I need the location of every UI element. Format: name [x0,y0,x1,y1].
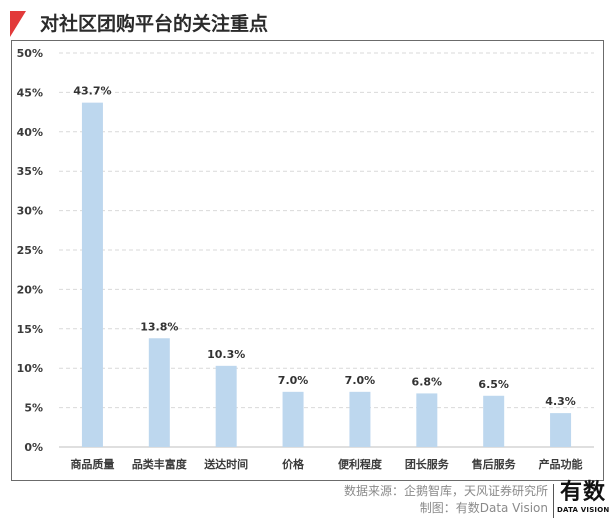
y-tick-label: 20% [17,283,43,296]
bar [349,391,371,447]
bar [81,102,103,448]
category-label: 送达时间 [203,457,248,471]
y-tick-label: 40% [17,126,43,139]
y-tick-label: 35% [17,165,43,178]
bar-value-label: 6.8% [412,375,443,388]
brand-logo: 有数 DATA VISION [557,480,609,520]
title-bar: 对社区团购平台的关注重点 [10,8,490,38]
bar [148,338,170,447]
bar-value-label: 43.7% [73,85,111,98]
footer-divider [553,484,554,518]
credit-text: 制图：有数Data Vision [419,501,548,515]
chart-frame: 0% 5% 10% 15% 20% 25% 30% 35% 40% 45% 50% 43.7% 商品质量… [11,40,604,481]
category-label: 团长服务 [405,457,450,471]
bar-value-label: 6.5% [478,378,509,391]
footer: 数据来源：企鹅智库，天风证券研究所 制图：有数Data Vision [290,483,548,517]
y-tick-label: 10% [17,362,43,375]
bar [550,413,572,447]
bar [282,391,304,447]
category-label: 品类丰富度 [132,457,188,471]
bar-value-label: 4.3% [545,395,576,408]
bar-chart: 0% 5% 10% 15% 20% 25% 30% 35% 40% 45% 50% 43.7% 商品质量… [17,47,594,471]
bar-value-label: 13.8% [140,320,178,333]
page-title: 对社区团购平台的关注重点 [40,13,269,35]
title-flag-icon [10,11,26,37]
logo-sub-text: DATA VISION [557,506,610,514]
category-label: 便利程度 [338,457,383,471]
bar-value-label: 7.0% [345,374,376,387]
logo-main-text: 有数 [559,480,606,505]
bar-value-label: 10.3% [207,348,245,361]
y-tick-label: 50% [17,47,43,60]
source-text: 数据来源：企鹅智库，天风证券研究所 [343,484,548,498]
y-tick-label: 5% [24,402,43,415]
bar-value-label: 7.0% [278,374,309,387]
bar [416,393,438,447]
y-tick-label: 30% [17,205,43,218]
category-label: 产品功能 [539,457,583,471]
y-tick-label: 25% [17,244,43,257]
y-tick-label: 0% [24,441,43,454]
category-label: 商品质量 [70,457,114,471]
y-tick-label: 15% [17,323,43,336]
bar [215,365,237,447]
y-tick-label: 45% [17,86,43,99]
category-label: 售后服务 [471,457,517,471]
bar [483,395,505,447]
category-label: 价格 [282,457,305,471]
